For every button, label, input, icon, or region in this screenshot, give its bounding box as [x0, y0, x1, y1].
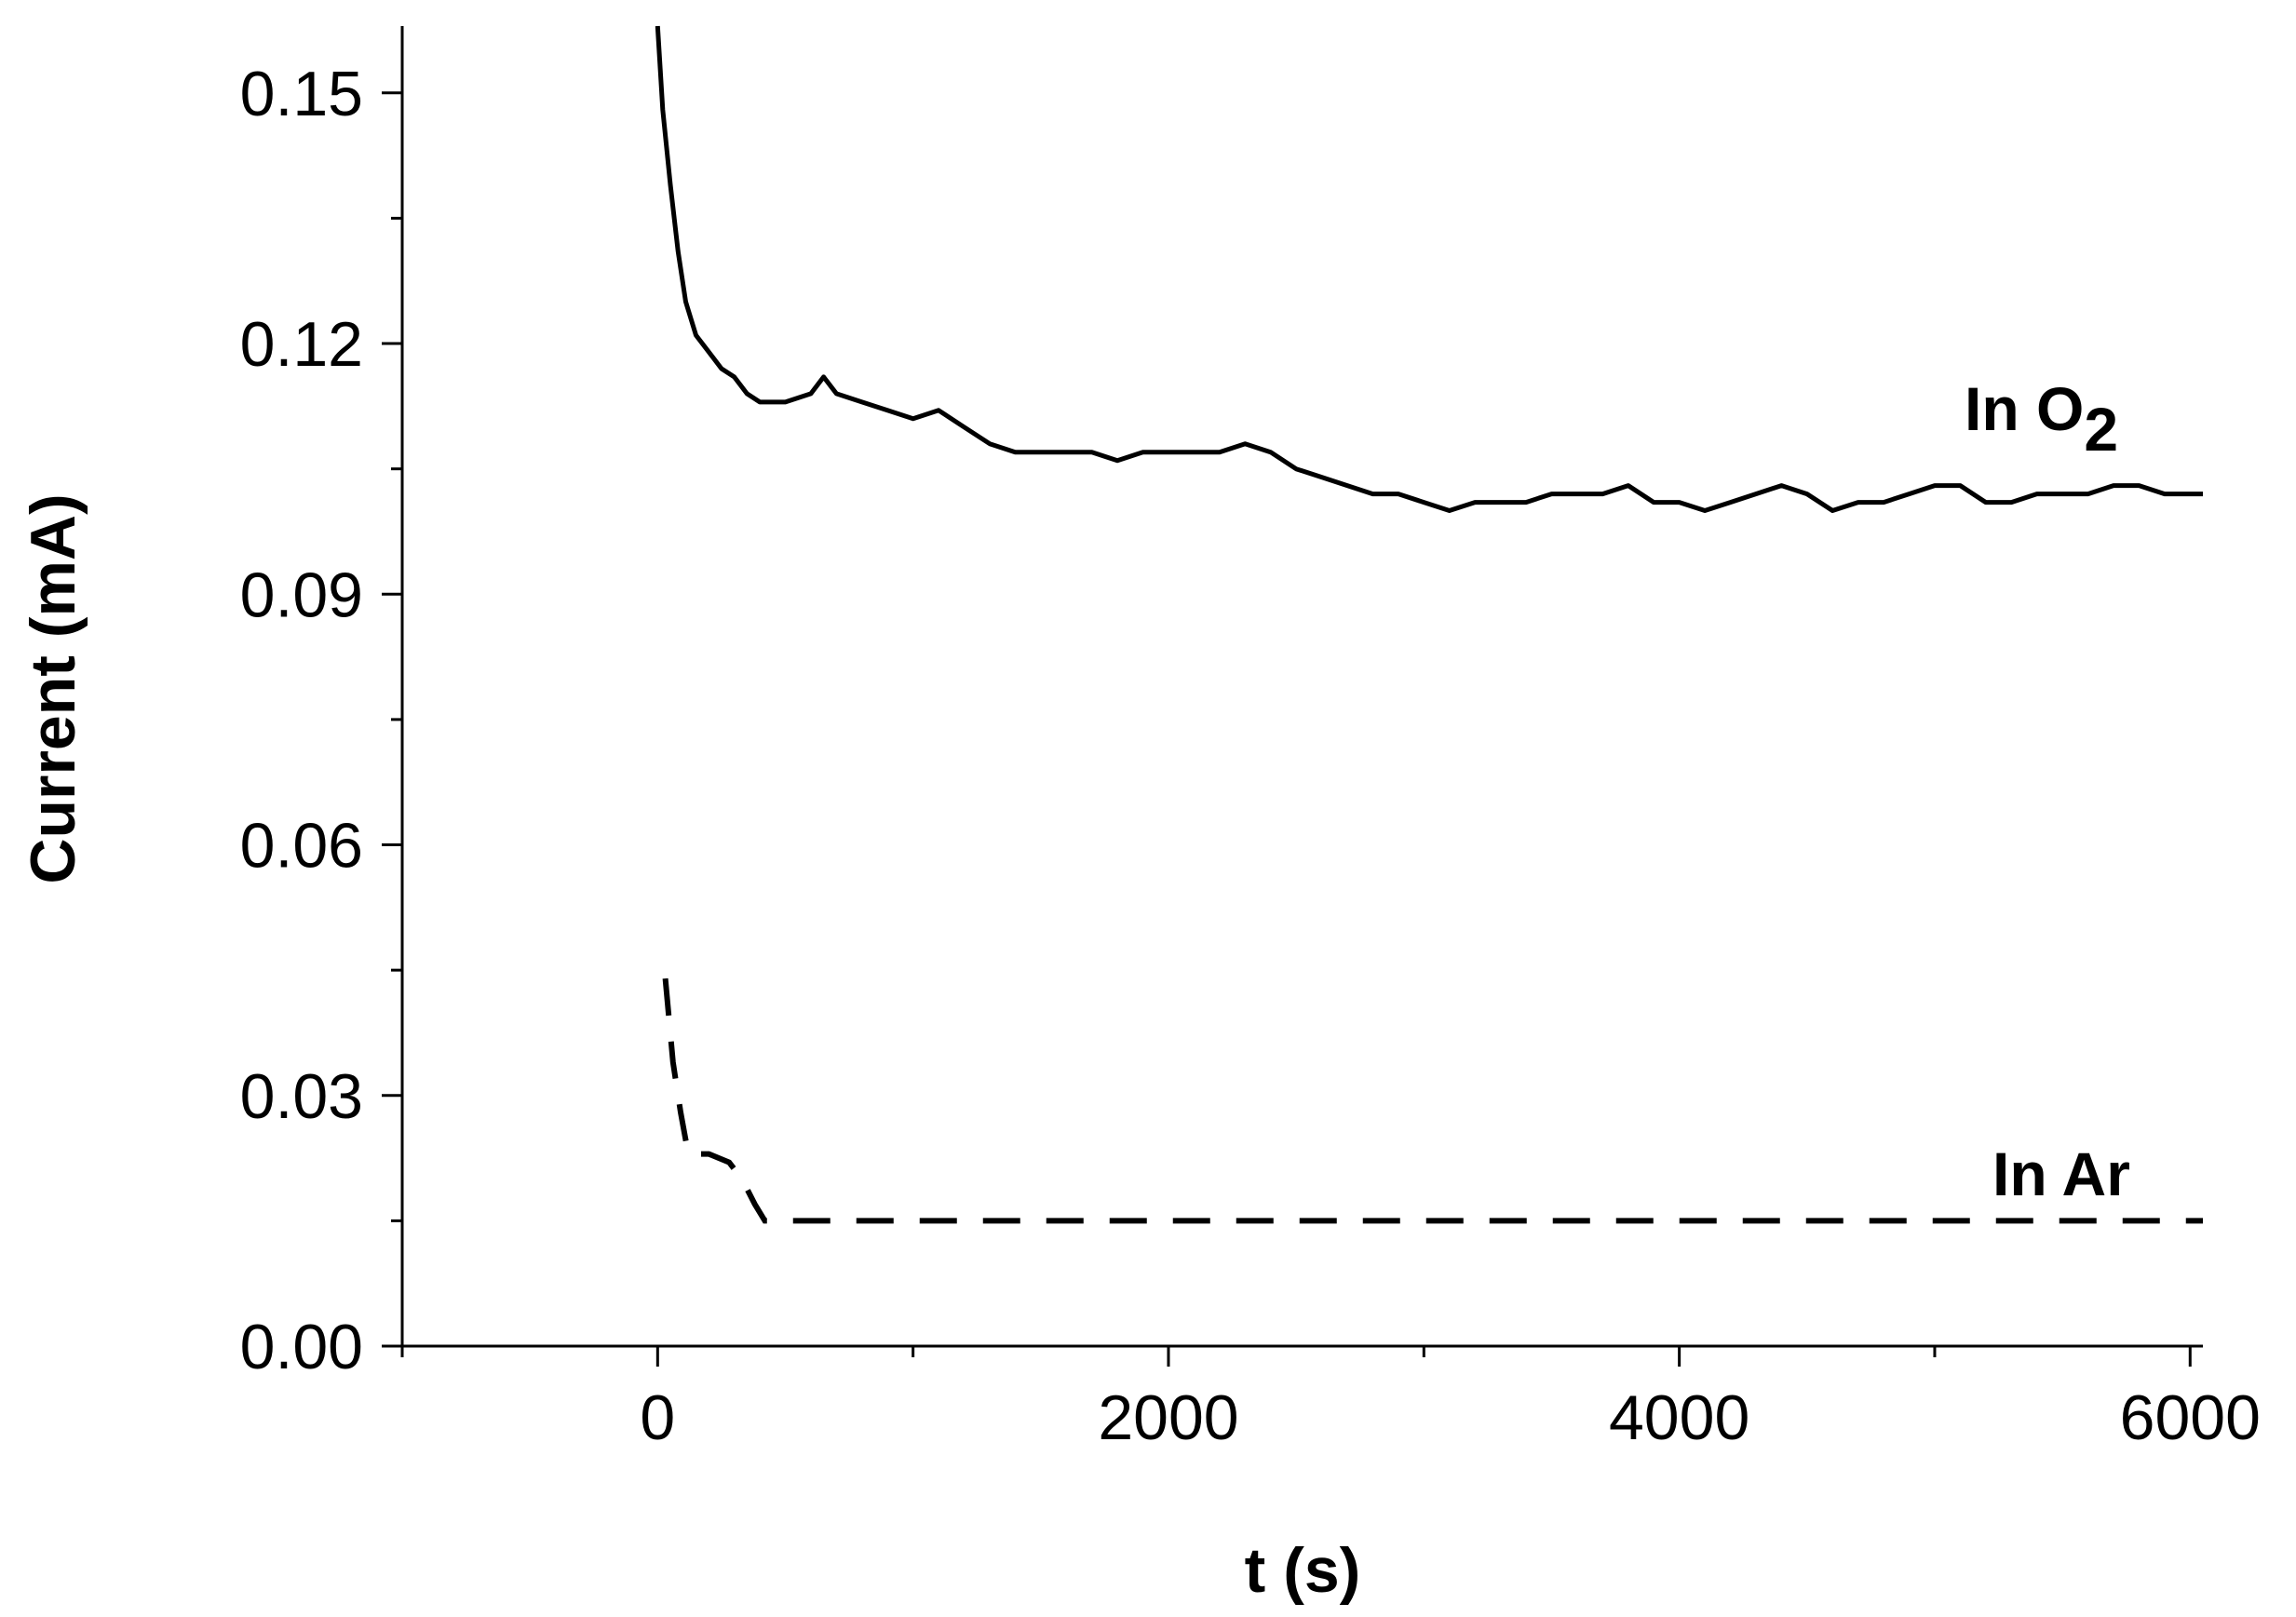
- x-tick-label: 6000: [2120, 1382, 2261, 1453]
- axis-ticks: [382, 91, 2192, 1367]
- y-tick-label: 0.12: [240, 309, 363, 380]
- x-tick-label: 0: [640, 1382, 675, 1453]
- plot-area: 0 2000 4000 6000 0.00 0.03 0.06 0.09 0.12 0.15: [240, 25, 2261, 1453]
- x-tick-label: 4000: [1609, 1382, 1749, 1453]
- y-axis-title: Current (mA): [18, 493, 88, 883]
- series-label-o2-main: In O: [1965, 374, 2084, 443]
- series-line-ar: [662, 977, 2203, 1224]
- y-tick-label: 0.06: [240, 811, 363, 882]
- axis-tick-labels: 0 2000 4000 6000 0.00 0.03 0.06 0.09 0.12 0.15: [240, 59, 2261, 1453]
- y-tick-label: 0.15: [240, 59, 363, 129]
- series-line-o2: [655, 25, 2203, 513]
- series-layer: [655, 25, 2203, 1224]
- y-tick-label: 0.03: [240, 1061, 363, 1132]
- series-label-o2-subscript: 2: [2084, 395, 2118, 464]
- y-tick-label: 0.09: [240, 559, 363, 630]
- series-label-ar: In Ar: [1992, 1139, 2130, 1208]
- y-tick-label: 0.00: [240, 1312, 363, 1382]
- x-tick-label: 2000: [1098, 1382, 1238, 1453]
- x-axis-title: t (s): [1245, 1535, 1361, 1606]
- series-label-o2: In O2: [1965, 374, 2118, 464]
